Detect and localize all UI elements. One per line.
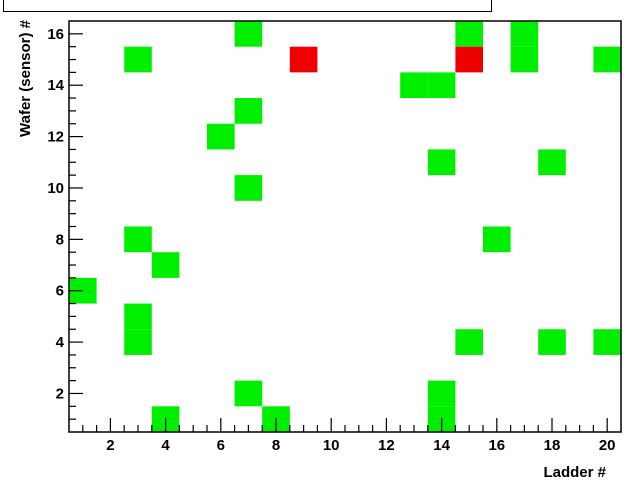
y-tick-label: 4 (56, 334, 65, 351)
heatmap-cell-green (538, 149, 566, 176)
heatmap-cell-green (124, 226, 152, 253)
axes-layer (68, 20, 622, 433)
heatmap-cell-green (234, 98, 263, 124)
y-tick-label: 14 (47, 77, 64, 94)
heatmap-cell-green (207, 123, 235, 150)
heatmap-cell-green (510, 46, 539, 73)
y-tick-label: 16 (47, 26, 64, 43)
heatmap-cell-green (455, 329, 483, 355)
y-tick-label: 6 (56, 283, 64, 300)
x-tick-label: 14 (433, 437, 450, 454)
title-box (3, 0, 492, 12)
heatmap-cell-green (455, 21, 483, 47)
x-tick-label: 20 (599, 437, 616, 454)
x-tick-label: 6 (217, 437, 225, 454)
heatmap-cell-green (234, 175, 263, 201)
x-tick-label: 12 (378, 437, 395, 454)
heatmap-cell-green (151, 252, 180, 278)
x-tick-label: 4 (161, 437, 170, 454)
heatmap-cell-green (234, 21, 263, 47)
x-tick-label: 16 (488, 437, 505, 454)
heatmap-cell-green (124, 303, 152, 330)
heatmap-cell-green (124, 329, 152, 355)
x-tick-label: 2 (106, 437, 114, 454)
heatmap-cell-green (427, 72, 456, 99)
x-tick-label: 10 (323, 437, 340, 454)
heatmap-cell-green (538, 329, 566, 355)
x-tick-label: 8 (272, 437, 280, 454)
heatmap-cell-green (510, 21, 539, 47)
heatmap-cell-green (400, 72, 428, 99)
x-axis-title: Ladder # (543, 464, 606, 481)
y-axis-title: Wafer (sensor) # (17, 19, 34, 137)
y-tick-label: 12 (47, 129, 64, 146)
y-tick-label: 8 (56, 231, 64, 248)
heatmap-cell-green (593, 46, 621, 73)
heatmap-cell-green (427, 380, 456, 407)
heatmap-cell-red (455, 46, 483, 73)
cells-layer (69, 21, 621, 432)
heatmap-cell-green (124, 46, 152, 73)
heatmap-cell-green (234, 380, 263, 407)
y-tick-label: 10 (47, 180, 64, 197)
heatmap-cell-green (483, 226, 511, 253)
y-tick-label: 2 (56, 385, 64, 402)
heatmap-cell-green (593, 329, 621, 355)
heatmap-cell-green (427, 149, 456, 176)
labels-layer: 2 4 6 8 10 12 14 16 18 20 2 4 6 8 10 12 14 16 (47, 26, 615, 454)
x-tick-label: 18 (544, 437, 561, 454)
heatmap-cell-red (289, 46, 318, 73)
